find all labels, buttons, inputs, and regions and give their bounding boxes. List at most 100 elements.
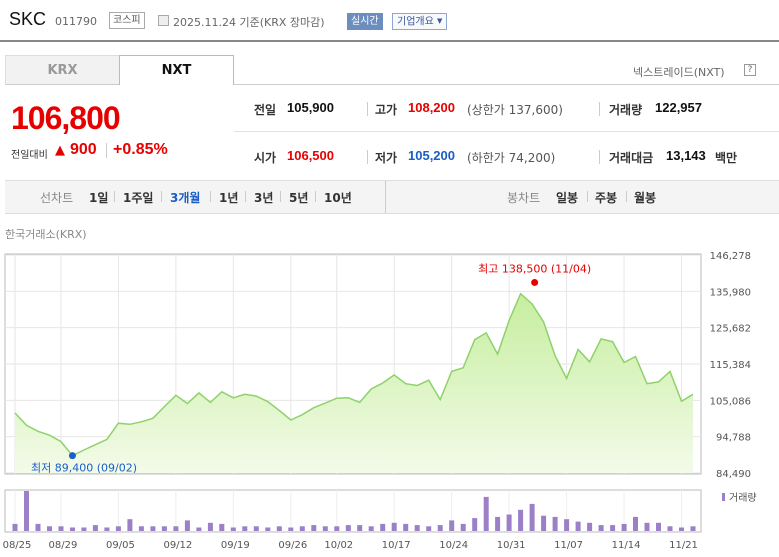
volume-bar	[92, 525, 98, 531]
candle-weekly[interactable]: 주봉	[595, 191, 618, 205]
volume-bar	[437, 525, 443, 531]
high-point-marker	[531, 278, 539, 286]
amount-value: 13,143	[666, 148, 706, 163]
period-1d[interactable]: 1일	[89, 191, 109, 205]
period-10y[interactable]: 10년	[324, 191, 352, 205]
volume-bar	[161, 526, 167, 531]
low-label: 저가	[375, 151, 398, 165]
change-value: 900	[70, 141, 97, 158]
volume-bars	[12, 491, 696, 531]
volume-bar	[311, 525, 317, 531]
prev-close-label: 전일	[254, 103, 277, 117]
volume-bar	[518, 509, 524, 531]
tab-nxt[interactable]: NXT	[119, 55, 234, 85]
period-3y[interactable]: 3년	[254, 191, 274, 205]
volume-bar	[288, 527, 294, 531]
y-tick-label: 105,086	[710, 396, 751, 407]
realtime-button[interactable]: 실시간	[347, 13, 383, 30]
line-chart-label: 선차트	[40, 191, 74, 205]
low-annotation: 최저 89,400 (09/02)	[31, 462, 137, 475]
x-tick-label: 08/29	[49, 540, 78, 551]
x-tick-label: 09/12	[163, 540, 192, 551]
volume-bar	[529, 503, 535, 531]
volume-bar	[345, 525, 351, 531]
open-label: 시가	[254, 151, 277, 165]
candle-daily[interactable]: 일봉	[556, 191, 579, 205]
change-rate: +0.85%	[113, 141, 168, 158]
date-info: 2025.11.24 기준(KRX 장마감)	[173, 16, 325, 29]
volume-bar	[679, 527, 684, 531]
y-tick-label: 115,384	[710, 360, 751, 371]
x-tick-label: 09/05	[106, 540, 135, 551]
period-1w[interactable]: 1주일	[123, 191, 154, 205]
prev-close-value: 105,900	[287, 100, 334, 115]
x-tick-label: 11/21	[669, 540, 698, 551]
volume-legend-icon	[722, 493, 725, 501]
divider	[114, 191, 115, 202]
tab-krx[interactable]: KRX	[5, 55, 120, 85]
x-tick-label: 10/24	[439, 540, 468, 551]
divider	[599, 150, 600, 164]
x-tick-label: 09/26	[278, 540, 307, 551]
low-value: 105,200	[408, 148, 455, 163]
company-info-dropdown[interactable]: 기업개요 ▼	[392, 13, 448, 30]
volume-bar	[104, 527, 110, 531]
period-5y[interactable]: 5년	[289, 191, 309, 205]
candle-monthly[interactable]: 월봉	[634, 191, 657, 205]
volume-bar	[414, 525, 420, 531]
volume-bar	[403, 523, 409, 531]
volume-bar	[575, 521, 581, 531]
y-tick-label: 84,490	[716, 469, 751, 480]
divider	[106, 143, 107, 158]
volume-bar	[552, 516, 558, 531]
volume-bar	[219, 523, 225, 531]
market-badge: 코스피	[109, 12, 145, 29]
volume-bar	[472, 518, 478, 531]
x-tick-label: 10/31	[497, 540, 526, 551]
volume-bar	[656, 522, 661, 531]
amount-label: 거래대금	[609, 151, 654, 165]
volume-bar	[47, 526, 52, 531]
volume-bar	[253, 526, 259, 531]
volume-bar	[587, 522, 593, 531]
stock-header: SKC 011790 코스피 2025.11.24 기준(KRX 장마감) 실시…	[0, 0, 779, 42]
volume-label: 거래량	[609, 103, 643, 117]
volume-bar	[299, 526, 305, 531]
price-line	[14, 292, 694, 457]
volume-bar	[598, 525, 604, 531]
volume-bar	[380, 523, 386, 531]
price-chart[interactable]: 146,278 135,980 125,682 115,384 105,086 94,78…	[0, 240, 779, 557]
volume-bar	[12, 523, 18, 531]
volume-bar	[667, 526, 673, 531]
divider	[210, 191, 211, 202]
volume-bar	[495, 516, 501, 531]
volume-bar	[265, 527, 271, 531]
open-value: 106,500	[287, 148, 334, 163]
volume-bar	[322, 526, 328, 531]
help-icon[interactable]: ?	[744, 64, 756, 76]
volume-bar	[173, 526, 179, 531]
candle-chart-label: 봉차트	[507, 191, 541, 205]
volume-bar	[58, 526, 64, 531]
period-1y[interactable]: 1년	[219, 191, 239, 205]
exchange-label: 한국거래소(KRX)	[5, 228, 87, 241]
chevron-down-icon: ▼	[437, 17, 443, 25]
divider	[385, 181, 386, 213]
volume-bar	[541, 515, 547, 531]
change-label: 전일대비	[11, 150, 48, 161]
y-axis-ticks: 146,278 135,980 125,682 115,384 105,086 94,78…	[710, 251, 751, 480]
upper-limit: (상한가 137,600)	[467, 103, 563, 117]
volume-bar	[242, 526, 248, 531]
divider	[245, 191, 246, 202]
volume-bar	[368, 526, 374, 531]
lower-limit: (하한가 74,200)	[467, 151, 556, 165]
x-tick-label: 09/19	[221, 540, 250, 551]
divider	[587, 191, 588, 202]
volume-bar	[483, 496, 489, 531]
period-3m[interactable]: 3개월	[170, 191, 201, 205]
y-tick-label: 135,980	[710, 287, 751, 298]
volume-bar	[127, 519, 133, 531]
nextrade-link[interactable]: 넥스트레이드(NXT)	[633, 66, 725, 79]
high-annotation: 최고 138,500 (11/04)	[478, 262, 591, 275]
volume-bar	[449, 520, 455, 531]
